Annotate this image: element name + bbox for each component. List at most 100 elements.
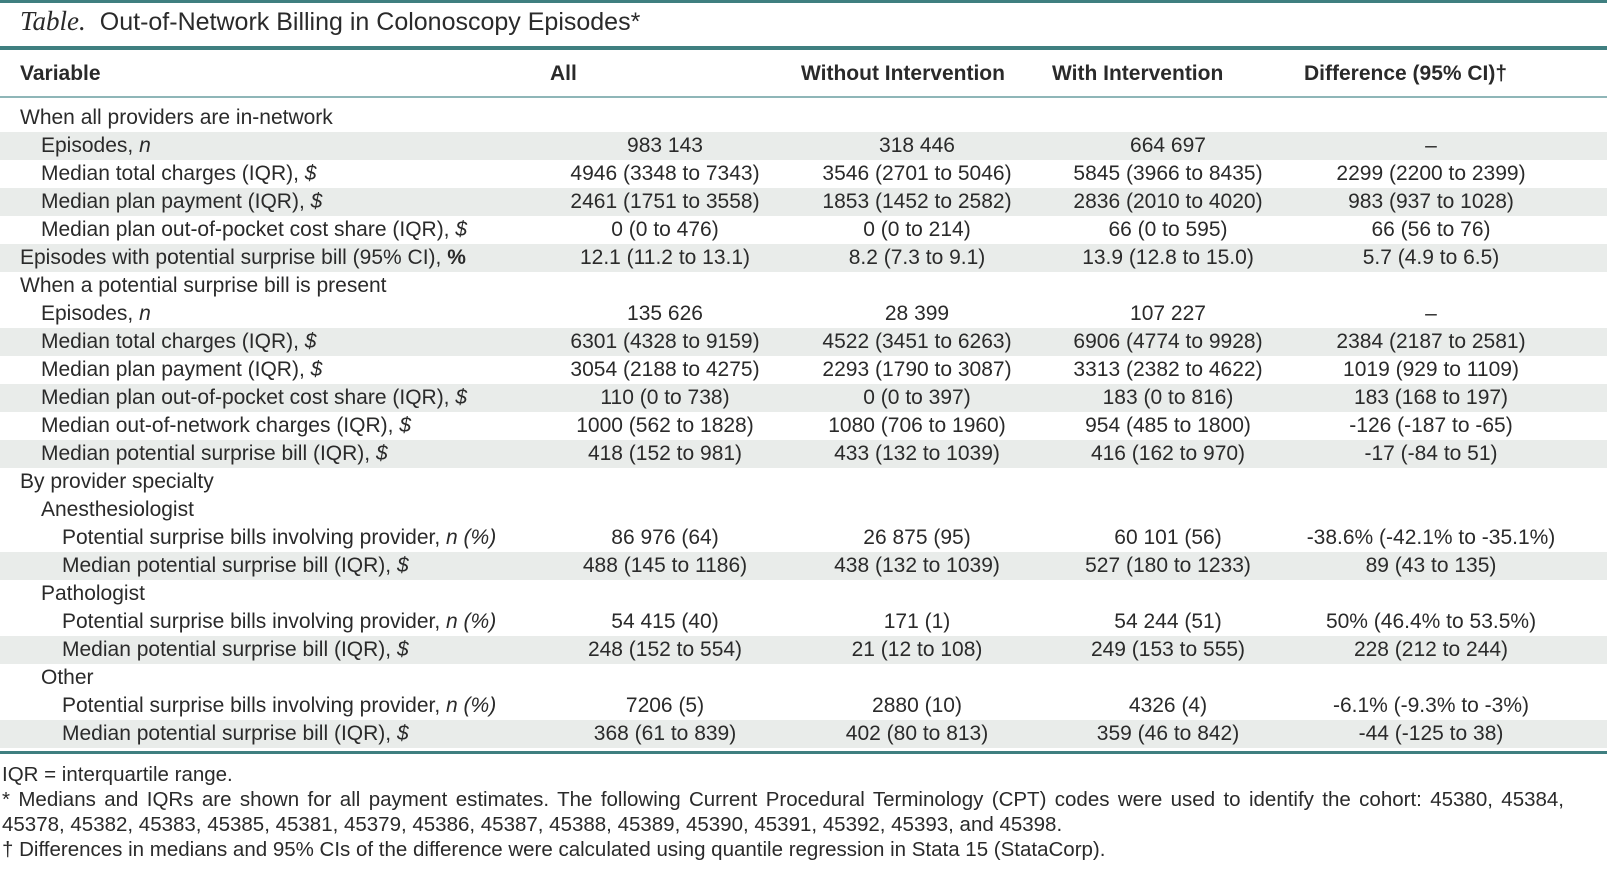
row-unit: n (%) [446, 610, 497, 633]
cell-difference: -126 (-187 to -65) [1349, 414, 1513, 437]
header-variable: Variable [20, 62, 101, 85]
cell-without: 0 (0 to 397) [863, 386, 971, 409]
row-unit: $ [310, 358, 323, 381]
row-variable: Median out-of-network charges (IQR), $ [41, 412, 411, 440]
cell-without: 26 875 (95) [863, 526, 971, 549]
footnote-asterisk: * Medians and IQRs are shown for all pay… [2, 788, 1564, 836]
cell-with: 664 697 [1130, 134, 1206, 157]
cell-with: 4326 (4) [1128, 694, 1208, 717]
row-unit: $ [455, 386, 468, 409]
cell-with: 6906 (4774 to 9928) [1073, 330, 1263, 353]
row-variable: When a potential surprise bill is presen… [20, 272, 387, 300]
row-label: Median total charges (IQR), [41, 330, 305, 353]
row-variable: Median total charges (IQR), $ [41, 328, 316, 356]
table-row: Median potential surprise bill (IQR), $ 2… [0, 636, 1607, 664]
row-variable: Median plan out-of-pocket cost share (IQ… [41, 384, 467, 412]
row-variable: Other [41, 664, 94, 692]
row-variable: Median plan out-of-pocket cost share (IQ… [41, 216, 467, 244]
table-row: Anesthesiologist [0, 496, 1607, 524]
row-label: Episodes with potential surprise bill (9… [20, 246, 448, 269]
cell-with: 3313 (2382 to 4622) [1073, 358, 1263, 381]
cell-difference: 50% (46.4% to 53.5%) [1325, 610, 1537, 633]
cell-without: 318 446 [879, 134, 955, 157]
title-rule [0, 46, 1607, 50]
row-label: When a potential surprise bill is presen… [20, 274, 387, 297]
row-label: Potential surprise bills involving provi… [62, 526, 447, 549]
row-variable: By provider specialty [20, 468, 214, 496]
cell-without: 3546 (2701 to 5046) [822, 162, 1012, 185]
cell-without: 21 (12 to 108) [851, 638, 983, 661]
table-row: Median plan out-of-pocket cost share (IQ… [0, 384, 1607, 412]
cell-all: 6301 (4328 to 9159) [570, 330, 760, 353]
cell-without: 171 (1) [883, 610, 951, 633]
row-label: Pathologist [41, 582, 145, 605]
cell-with: 54 244 (51) [1114, 610, 1222, 633]
table-row: Pathologist [0, 580, 1607, 608]
table-row: Episodes, n 983 143 318 446 664 697 – [0, 132, 1607, 160]
row-label: Potential surprise bills involving provi… [62, 610, 447, 633]
row-variable: Episodes, n [41, 132, 151, 160]
cell-all: 7206 (5) [625, 694, 705, 717]
table-row: Median total charges (IQR), $4946 (3348 … [0, 160, 1607, 188]
cell-all: 1000 (562 to 1828) [576, 414, 754, 437]
table-row: Median plan out-of-pocket cost share (IQ… [0, 216, 1607, 244]
row-unit: $ [310, 190, 323, 213]
cell-difference: -44 (-125 to 38) [1358, 722, 1504, 745]
cell-all: 86 976 (64) [611, 526, 719, 549]
table-row: Median plan payment (IQR), $2461 (1751 t… [0, 188, 1607, 216]
table-body: When all providers are in-network Episode… [0, 104, 1607, 748]
row-variable: Potential surprise bills involving provi… [62, 524, 496, 552]
row-label: Median out-of-network charges (IQR), [41, 414, 400, 437]
cell-difference: 66 (56 to 76) [1371, 218, 1491, 241]
row-label: Median plan out-of-pocket cost share (IQ… [41, 386, 456, 409]
header-rule [0, 96, 1607, 98]
footnote-iqr: IQR = interquartile range. [2, 763, 233, 786]
table-row: Potential surprise bills involving provi… [0, 608, 1607, 636]
cell-with: 13.9 (12.8 to 15.0) [1082, 246, 1254, 269]
cell-with: 66 (0 to 595) [1108, 218, 1228, 241]
table-row: When a potential surprise bill is presen… [0, 272, 1607, 300]
header-without: Without Intervention [801, 62, 1005, 85]
cell-all: 12.1 (11.2 to 13.1) [579, 246, 751, 269]
cell-difference: 183 (168 to 197) [1353, 386, 1509, 409]
table-row: By provider specialty [0, 468, 1607, 496]
table-label: Table. [20, 6, 86, 36]
cell-with: 249 (153 to 555) [1090, 638, 1246, 661]
cell-with: 107 227 [1130, 302, 1206, 325]
row-unit: $ [396, 554, 409, 577]
row-variable: Pathologist [41, 580, 145, 608]
cell-with: 527 (180 to 1233) [1085, 554, 1251, 577]
table-row: Median potential surprise bill (IQR), $4… [0, 552, 1607, 580]
cell-all: 368 (61 to 839) [593, 722, 737, 745]
row-variable: Potential surprise bills involving provi… [62, 608, 496, 636]
row-variable: Episodes, n [41, 300, 151, 328]
row-label: Anesthesiologist [41, 498, 194, 521]
row-unit: $ [375, 442, 388, 465]
row-variable: When all providers are in-network [20, 104, 333, 132]
cell-all: 3054 (2188 to 4275) [570, 358, 760, 381]
table-row: When all providers are in-network [0, 104, 1607, 132]
cell-difference: 1019 (929 to 1109) [1343, 358, 1519, 381]
row-variable: Anesthesiologist [41, 496, 194, 524]
row-label: Median potential surprise bill (IQR), [62, 554, 397, 577]
cell-difference: -17 (-84 to 51) [1364, 442, 1498, 465]
footnote-dagger: † Differences in medians and 95% CIs of … [2, 838, 1106, 861]
cell-all: 4946 (3348 to 7343) [570, 162, 760, 185]
cell-without: 1853 (1452 to 2582) [822, 190, 1012, 213]
table-row: Potential surprise bills involving provi… [0, 524, 1607, 552]
table-row: Median plan payment (IQR), $3054 (2188 t… [0, 356, 1607, 384]
row-label: Median plan payment (IQR), [41, 358, 311, 381]
header-difference: Difference (95% CI)† [1304, 62, 1508, 85]
top-rule [0, 0, 1607, 3]
table-row: Episodes, n 135 626 28 399 107 227 – [0, 300, 1607, 328]
row-label: Median potential surprise bill (IQR), [62, 722, 397, 745]
table-title-text: Out-of-Network Billing in Colonoscopy Ep… [99, 8, 641, 36]
cell-difference: 983 (937 to 1028) [1348, 190, 1514, 213]
row-label: Median plan payment (IQR), [41, 190, 311, 213]
cell-all: 983 143 [627, 134, 703, 157]
row-variable: Median potential surprise bill (IQR), $ [62, 636, 409, 664]
row-variable: Potential surprise bills involving provi… [62, 692, 496, 720]
table-row: Median out-of-network charges (IQR), $ 10… [0, 412, 1607, 440]
cell-difference: -6.1% (-9.3% to -3%) [1332, 694, 1530, 717]
footnotes: IQR = interquartile range. * Medians and… [2, 762, 1564, 862]
